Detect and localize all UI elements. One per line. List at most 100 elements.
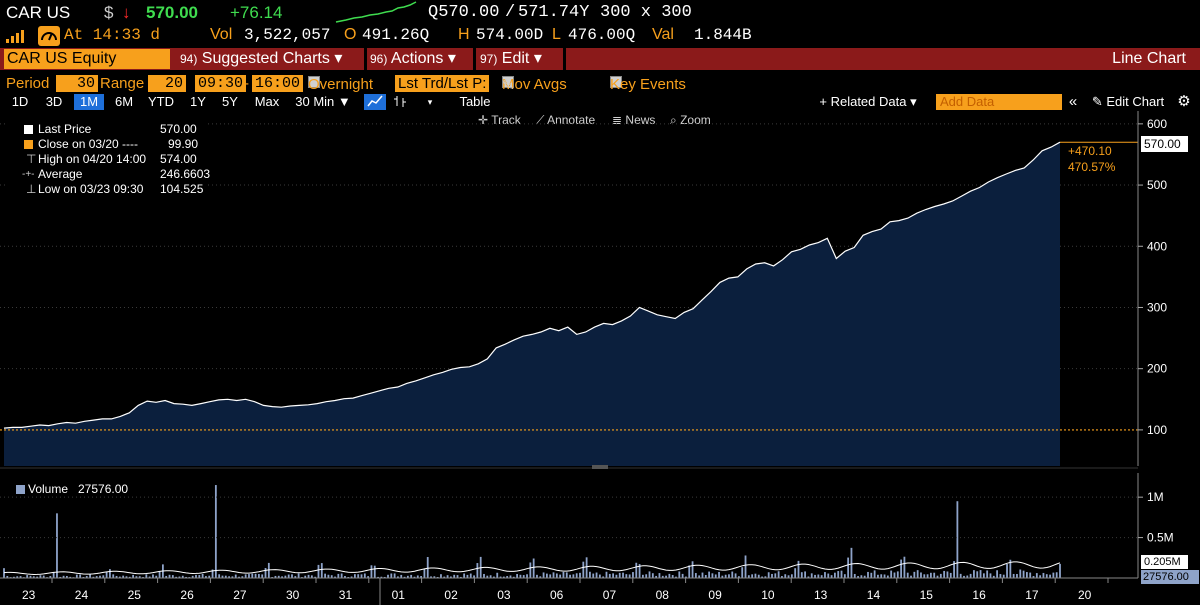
volume-bar [443,576,446,578]
range-3d[interactable]: 3D [45,94,63,109]
volume-bar [734,573,737,578]
volume-bar [737,576,740,578]
volume-bar [248,574,250,578]
volume-bar [658,573,661,578]
volume-bar [635,562,638,578]
volume-bar [764,576,767,578]
volume-legend: Volume 27576.00 [8,482,138,498]
volume-bar [185,576,187,578]
time-dash: - [244,75,249,92]
average-marker-icon: -+- [22,169,35,180]
volume-bar [466,574,469,578]
volume-bar [545,573,548,578]
bar-chart-icon[interactable] [390,94,410,110]
end-time-input[interactable]: 16:00 [252,75,304,92]
volume-bar [95,576,98,578]
collapse-icon[interactable]: « [1068,93,1078,110]
table-button[interactable]: Table [459,94,491,109]
security-field[interactable]: CAR US Equity [4,49,170,69]
news-icon: ≣ [612,113,623,127]
gauge-icon[interactable] [38,26,60,46]
price-area [4,142,1060,466]
volume-bar [499,576,502,578]
legend-swatch [24,140,33,149]
volume-bar [926,574,929,578]
volume-bar [645,574,648,578]
start-time-input[interactable]: 09:30 [195,75,247,92]
volume-bar [582,561,585,578]
edit-chart-button[interactable]: ✎ Edit Chart [1091,94,1165,109]
annotate-tool[interactable]: ⟋ Annotate [536,113,595,128]
edit-menu[interactable]: 97) Edit ▾ [480,48,542,70]
volume-bar [843,574,846,578]
range-max[interactable]: Max [254,94,280,109]
volume-bar [281,576,283,578]
volume-bar [837,571,840,578]
volume-bar [877,574,879,578]
volume-bar [19,576,22,578]
volume-bar [1016,573,1018,578]
sparkline-icon [335,1,417,23]
chart-type-dropdown[interactable]: ▾ [427,97,433,107]
actions-menu[interactable]: 96) Actions ▾ [370,48,456,70]
menu-number: 94) [180,52,198,66]
suggested-charts-menu[interactable]: 94) Suggested Charts ▾ [180,48,343,70]
menu-label: Edit ▾ [501,50,542,67]
volume-bar [579,572,581,578]
volume-bar [999,574,1002,578]
volume-bar [254,573,257,578]
x-tick-label: 15 [920,588,934,602]
volume-bar [771,573,773,578]
menu-number: 96) [370,52,388,66]
price-chart[interactable]: 100 200 300 400 500 600 0.5M 1M 23 24 25 26 27 30 31… [0,111,1200,605]
volume-bar [155,575,158,578]
chart-type-label: Line Chart [1112,48,1186,70]
volume-bar [708,571,711,578]
volume-bar [436,576,439,578]
range-1d[interactable]: 1D [11,94,29,109]
high-value: 574.00D [476,26,544,44]
range-1y[interactable]: 1Y [190,94,206,109]
volume-bar [413,576,416,578]
legend-label: Last Price [38,122,92,136]
volume-bar [65,575,68,578]
menu-bar: CAR US Equity 94) Suggested Charts ▾ 96)… [0,48,1200,70]
legend-swatch [24,125,33,134]
volume-bar [13,576,15,578]
volume-bar [201,573,204,578]
range-input[interactable]: 20 [148,75,186,92]
range-ytd[interactable]: YTD [148,94,174,109]
zoom-tool[interactable]: ⌕ Zoom [670,113,711,128]
range-6m[interactable]: 6M [114,94,134,109]
volume-bar [522,575,525,578]
volume-bar [390,573,393,578]
range-1m[interactable]: 1M [74,94,104,110]
interval-dropdown[interactable]: 30 Min ▼ [295,94,351,109]
period-input[interactable]: 30 [56,75,98,92]
volume-bar [430,576,432,578]
range-5y[interactable]: 5Y [222,94,238,109]
x-tick-label: 27 [233,588,247,602]
add-data-input[interactable]: Add Data [936,94,1062,110]
volume-bar [39,575,42,578]
volume-ma-tag: 0.205M [1141,555,1188,569]
line-chart-icon[interactable] [364,94,386,110]
volume-bar [69,576,72,578]
volume-bar [125,576,128,578]
x-tick-label: 13 [814,588,828,602]
volume-bar [238,576,240,578]
volume-bar [949,572,952,578]
volume-bar [287,574,290,578]
track-tool[interactable]: ✛ Track [478,113,521,127]
related-data-button[interactable]: + Related Data ▾ [819,94,917,109]
volume-bar [761,576,763,578]
volume-bar [502,576,505,578]
volume-bar [711,573,714,578]
gear-icon[interactable]: ⚙ [1177,93,1191,110]
volume-bar [718,571,720,578]
last-trade-dropdown[interactable]: Lst Trd/Lst P: [395,75,490,92]
volume-bar [804,571,807,578]
volume-bar [453,574,456,578]
volume-bar [847,557,850,578]
pane-resize-handle[interactable] [592,465,608,469]
